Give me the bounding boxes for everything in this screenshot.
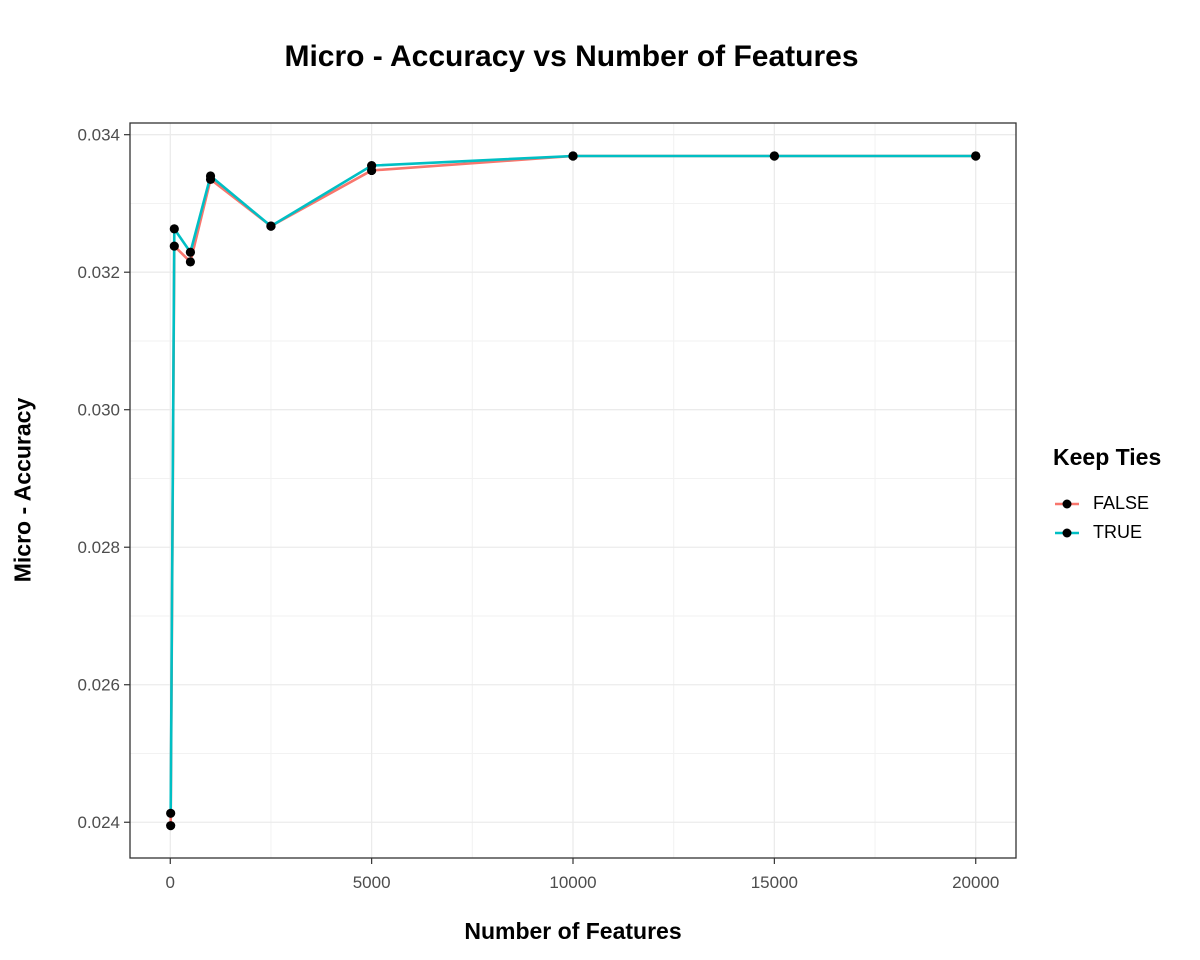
data-point-true — [367, 161, 377, 171]
legend-title: Keep Ties — [1053, 444, 1162, 470]
x-tick-label: 5000 — [353, 873, 391, 892]
data-point-true — [205, 171, 216, 181]
chart-title: Micro - Accuracy vs Number of Features — [284, 40, 859, 73]
data-point-false — [185, 257, 196, 267]
y-tick-label: 0.030 — [77, 401, 120, 420]
data-points — [166, 151, 981, 831]
legend-label-true: TRUE — [1093, 522, 1142, 542]
y-tick-label: 0.024 — [77, 813, 120, 832]
data-point-false — [166, 821, 176, 831]
axis-ticks — [124, 134, 977, 864]
data-point-true — [266, 221, 276, 231]
x-tick-label: 10000 — [549, 873, 596, 892]
x-tick-label: 0 — [166, 873, 175, 892]
x-tick-label: 15000 — [751, 873, 798, 892]
data-point-true — [971, 151, 981, 161]
legend-key-false — [1055, 499, 1079, 508]
tick-labels: 0 5000 10000 15000 20000 0.024 0.026 0.028 0.030… — [77, 126, 999, 892]
y-tick-label: 0.026 — [77, 676, 120, 695]
data-point-true — [166, 808, 176, 818]
legend-item-true: TRUE — [1053, 518, 1161, 547]
major-gridlines — [130, 123, 1016, 858]
x-tick-label: 20000 — [952, 873, 999, 892]
y-tick-label: 0.032 — [77, 263, 120, 282]
data-point-true — [169, 224, 179, 234]
legend: Keep Ties FALSE TRUE — [1053, 444, 1161, 547]
y-axis-label: Micro - Accuracy — [9, 397, 36, 583]
x-axis-label: Number of Features — [464, 918, 682, 944]
data-point-true — [769, 151, 779, 161]
legend-item-false: FALSE — [1053, 489, 1161, 518]
data-point-true — [185, 247, 196, 257]
y-tick-label: 0.028 — [77, 538, 120, 557]
y-tick-label: 0.034 — [77, 126, 120, 145]
legend-key-true — [1055, 528, 1079, 537]
data-point-true — [568, 151, 578, 161]
legend-label-false: FALSE — [1093, 493, 1150, 513]
data-point-false — [169, 241, 179, 251]
